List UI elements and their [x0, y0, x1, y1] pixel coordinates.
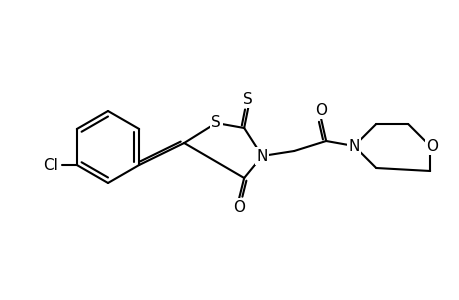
- Text: O: O: [425, 139, 437, 154]
- Text: O: O: [233, 200, 245, 214]
- Text: Cl: Cl: [43, 158, 58, 172]
- Text: N: N: [256, 148, 267, 164]
- Text: O: O: [314, 103, 326, 118]
- Text: S: S: [243, 92, 252, 106]
- Text: N: N: [348, 139, 359, 154]
- Text: S: S: [211, 115, 221, 130]
